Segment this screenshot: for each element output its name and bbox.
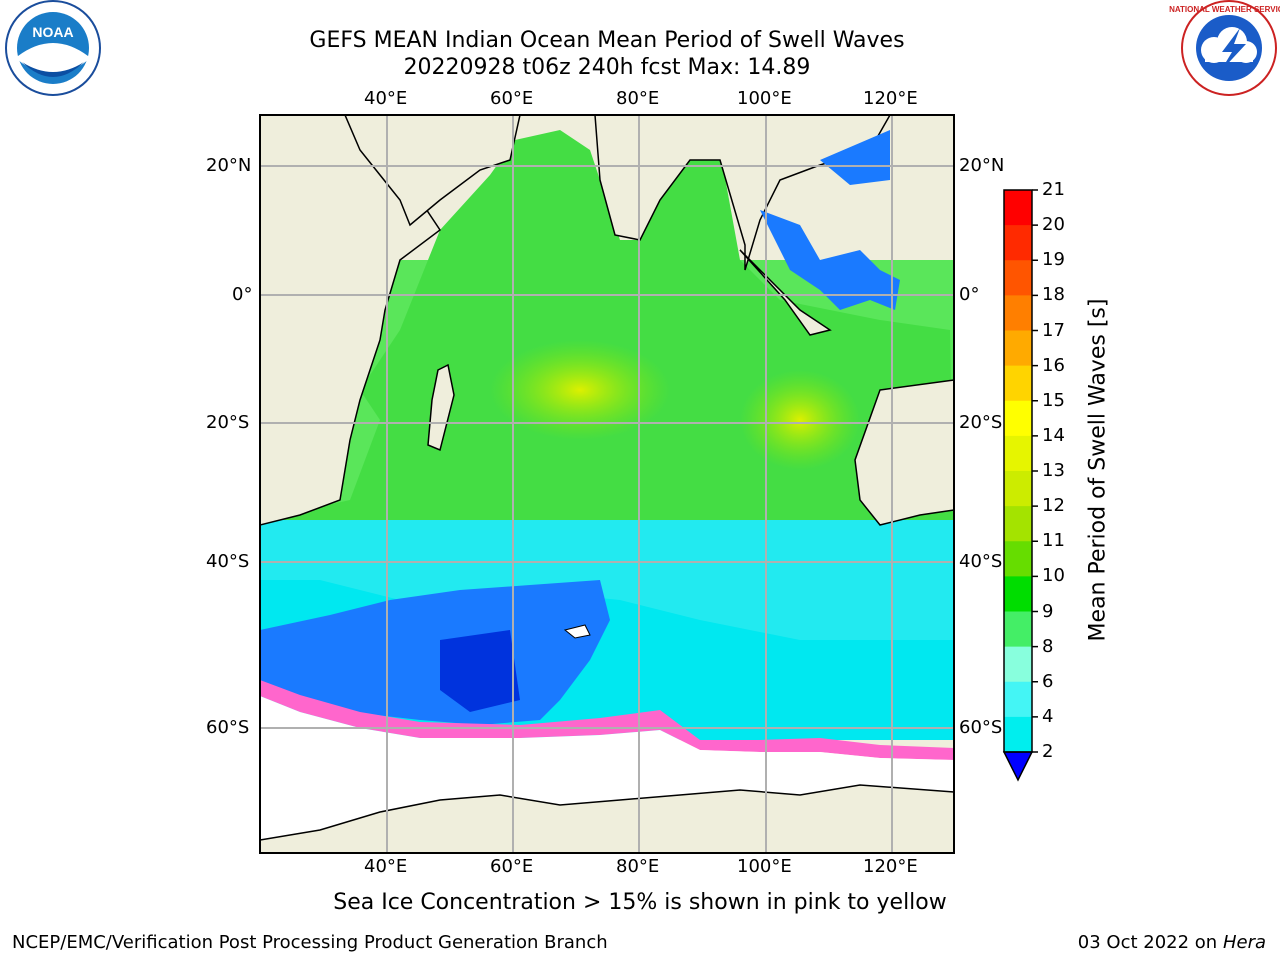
lon-tick-top: 40°E: [364, 88, 408, 109]
colorbar-tick-label: 6: [1042, 670, 1054, 692]
colorbar-segment: [1004, 716, 1032, 753]
lon-tick-top: 120°E: [863, 88, 918, 109]
lon-tick-top: 60°E: [490, 88, 534, 109]
footer-date: 03 Oct 2022 on Hera: [1078, 932, 1266, 953]
colorbar-segment: [1004, 190, 1032, 226]
colorbar-tick-label: 13: [1042, 460, 1065, 481]
colorbar-tick-label: 17: [1042, 319, 1065, 341]
gridlines: [260, 115, 954, 853]
footer-credit: NCEP/EMC/Verification Post Processing Pr…: [12, 932, 608, 953]
lat-tick-left: 40°S: [206, 551, 250, 572]
colorbar-segment: [1004, 365, 1032, 402]
lat-tick-right: 0°: [959, 284, 980, 305]
colorbar-segment: [1004, 646, 1032, 683]
colorbar-tick-label: 4: [1042, 705, 1054, 727]
colorbar-tick-label: 16: [1042, 354, 1065, 376]
nws-logo-text: NATIONAL WEATHER SERVICE: [1169, 5, 1280, 14]
nws-logo: NATIONAL WEATHER SERVICE: [1169, 0, 1280, 96]
colorbar-extension: [1002, 751, 1034, 782]
noaa-logo: NOAA: [5, 0, 101, 96]
lon-tick-bottom: 100°E: [737, 856, 792, 877]
footer-date-text: 03 Oct 2022 on: [1077, 932, 1218, 953]
lon-tick-bottom: 120°E: [863, 856, 918, 877]
colorbar-segment: [1004, 471, 1032, 507]
footer-host: Hera: [1222, 932, 1266, 953]
lat-tick-right: 60°S: [959, 717, 1003, 738]
lat-tick-right: 40°S: [959, 551, 1003, 572]
lat-tick-left: 20°N: [206, 155, 252, 176]
lat-tick-left: 0°: [232, 284, 253, 305]
colorbar-tick-label: 9: [1042, 600, 1054, 622]
colorbar-tick-label: 8: [1042, 635, 1054, 657]
lon-tick-bottom: 40°E: [364, 856, 408, 877]
lat-tick-left: 20°S: [206, 412, 250, 433]
colorbar-segment: [1004, 576, 1032, 612]
colorbar-segment: [1004, 400, 1032, 437]
colorbar-tick-label: 15: [1042, 389, 1065, 411]
colorbar-tick-label: 18: [1042, 284, 1065, 306]
colorbar-title: Mean Period of Swell Waves [s]: [1085, 298, 1111, 642]
colorbar-segment: [1004, 541, 1032, 577]
map-title: GEFS MEAN Indian Ocean Mean Period of Sw…: [309, 28, 905, 53]
colorbar-segment: [1004, 330, 1032, 367]
colorbar: [1002, 189, 1038, 782]
colorbar-segment: [1004, 260, 1032, 296]
colorbar-tick-label: 19: [1042, 249, 1065, 271]
colorbar-segment: [1004, 506, 1032, 542]
colorbar-segment: [1004, 611, 1032, 648]
map-area: [260, 115, 954, 853]
lat-tick-right: 20°N: [959, 155, 1005, 176]
lat-tick-right: 20°S: [959, 412, 1003, 433]
map-subtitle: 20220928 t06z 240h fcst Max: 14.89: [403, 55, 811, 80]
lon-tick-top: 100°E: [737, 88, 792, 109]
colorbar-tick-label: 10: [1042, 565, 1065, 587]
colorbar-segment: [1004, 435, 1032, 472]
colorbar-tick-label: 20: [1042, 214, 1065, 236]
colorbar-segment: [1004, 681, 1032, 718]
colorbar-tick-label: 2: [1042, 741, 1054, 762]
lon-tick-top: 80°E: [616, 88, 660, 109]
colorbar-tick-label: 14: [1042, 424, 1065, 446]
lon-tick-bottom: 60°E: [490, 856, 534, 877]
lon-tick-bottom: 80°E: [616, 856, 660, 877]
colorbar-tick-label: 21: [1042, 179, 1065, 200]
colorbar-tick-label: 12: [1042, 495, 1065, 517]
noaa-logo-text: NOAA: [32, 24, 73, 40]
colorbar-segment: [1004, 225, 1032, 261]
colorbar-tick-label: 11: [1042, 530, 1065, 552]
lat-tick-left: 60°S: [206, 717, 250, 738]
colorbar-segment: [1004, 295, 1032, 331]
sea-ice-note: Sea Ice Concentration > 15% is shown in …: [333, 890, 947, 915]
map-frame: [259, 114, 955, 854]
